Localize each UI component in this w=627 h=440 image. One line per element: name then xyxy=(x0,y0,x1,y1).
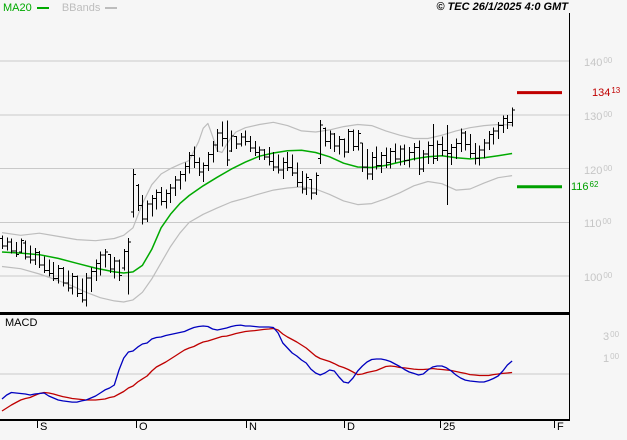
price-axis-label: 12000 xyxy=(584,164,613,177)
support-price-label: 11662 xyxy=(571,180,599,193)
legend-item-ma20: MA20 xyxy=(3,2,52,14)
price-axis-label: 11000 xyxy=(584,217,612,230)
macd-pane-label: MACD xyxy=(5,317,38,329)
price-axis-label: 14000 xyxy=(584,56,613,69)
bbands-legend-dash-icon xyxy=(105,7,118,10)
resistance-price-label: 13413 xyxy=(592,86,621,99)
price-axis-label: 13000 xyxy=(584,110,613,123)
bbands-legend-label: BBands xyxy=(61,2,101,14)
time-axis-label: O xyxy=(139,421,148,433)
time-axis-label: F xyxy=(557,421,564,433)
time-axis-label: D xyxy=(347,421,355,433)
macd-axis-label: 300 xyxy=(603,330,620,343)
macd-line xyxy=(1,324,513,403)
time-axis-label: S xyxy=(40,421,48,433)
bollinger-lower-band xyxy=(1,175,513,303)
time-axis-label: 25 xyxy=(443,421,456,433)
bollinger-upper-band xyxy=(1,121,513,242)
price-axis-label: 10000 xyxy=(584,271,613,284)
ma20-line xyxy=(1,149,513,274)
legend-item-bbands: BBands xyxy=(62,2,118,14)
time-axis-label: N xyxy=(249,421,257,433)
ohlc-bars xyxy=(0,107,515,307)
macd-signal-line xyxy=(1,327,513,412)
legend: MA20 BBands xyxy=(3,2,127,14)
ma20-legend-label: MA20 xyxy=(3,2,32,14)
ma20-legend-dash-icon xyxy=(36,7,49,10)
macd-axis-label: 100 xyxy=(603,352,620,365)
copyright-text: © TEC 26/1/2025 4:0 GMT xyxy=(436,1,568,13)
